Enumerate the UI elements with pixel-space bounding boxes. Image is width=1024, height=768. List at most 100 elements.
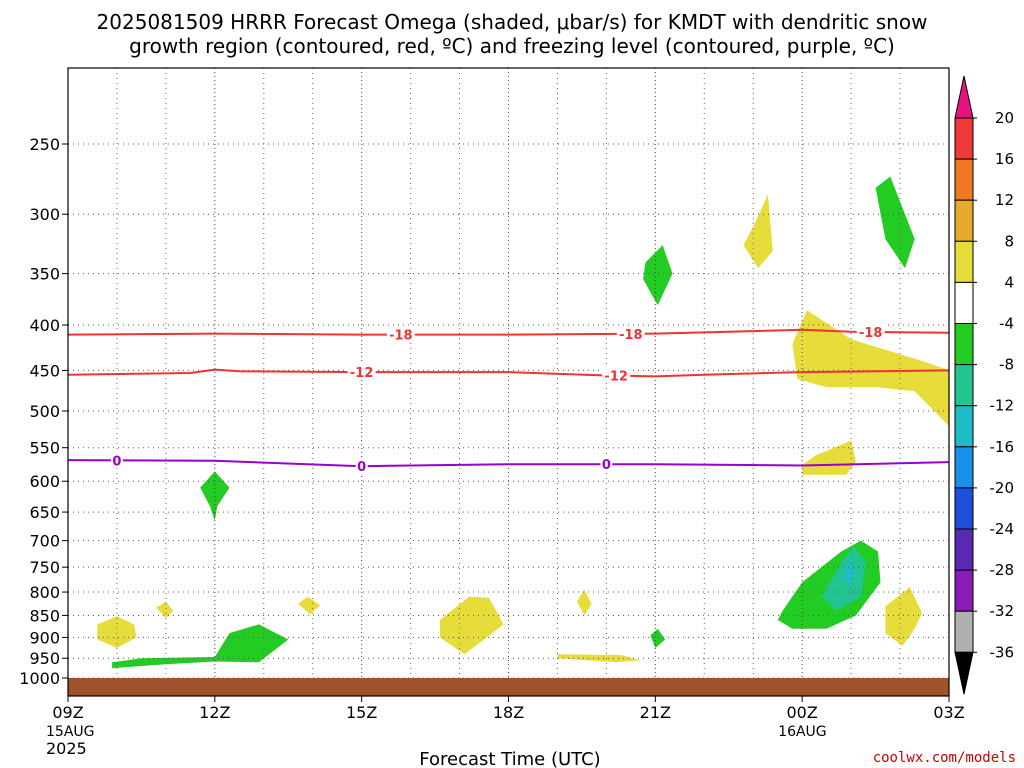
colorbar-segment — [954, 446, 974, 489]
dendritic-contour — [67, 328, 950, 336]
colorbar: 20 16 12 8 4 -4 -8 -12 -16 -20 -24 -28 -32 -36 — [954, 75, 1015, 695]
y-tick-label: 850 — [29, 606, 60, 625]
y-tick-label: 550 — [29, 439, 60, 458]
colorbar-label: 16 — [995, 150, 1014, 168]
colorbar-segment — [954, 323, 974, 366]
colorbar-top-extension — [954, 75, 974, 119]
contour-label: 0 — [357, 460, 366, 475]
y-tick-label: 650 — [29, 503, 60, 522]
colorbar-segment — [954, 199, 974, 242]
colorbar-segment — [954, 610, 974, 653]
y-tick-label: 500 — [29, 402, 60, 421]
y-tick-label: 750 — [29, 558, 60, 577]
omega-region-positive — [743, 194, 773, 269]
omega-region-negative — [112, 624, 289, 669]
colorbar-segment — [954, 117, 974, 160]
x-tick-date: 15AUG — [46, 724, 95, 740]
y-tick-label: 400 — [29, 316, 60, 335]
y-tick-label: 700 — [29, 532, 60, 551]
y-tick-label: 800 — [29, 583, 60, 602]
ground-surface — [68, 678, 949, 696]
colorbar-segment — [954, 364, 974, 407]
colorbar-segment — [954, 240, 974, 283]
omega-region-negative — [650, 628, 666, 648]
colorbar-label: -20 — [990, 479, 1015, 497]
colorbar-segment — [954, 487, 974, 530]
contour-label-bg — [600, 456, 613, 472]
colorbar-label: -28 — [990, 561, 1015, 579]
colorbar-bottom-extension — [954, 651, 974, 695]
contour-label-bg — [347, 364, 376, 380]
colorbar-label: -32 — [990, 602, 1015, 620]
colorbar-segment — [954, 528, 974, 571]
colorbar-label: -36 — [990, 643, 1015, 661]
title-line-1: 2025081509 HRRR Forecast Omega (shaded, … — [97, 10, 928, 34]
omega-region-negative — [643, 245, 673, 306]
x-tick-label: 12Z — [199, 703, 230, 722]
freezing-level-contour — [67, 459, 950, 468]
omega-region-negative — [843, 559, 856, 588]
x-tick-label: 21Z — [640, 703, 671, 722]
y-tick-label: 300 — [29, 205, 60, 224]
omega-region-positive — [802, 440, 856, 475]
contour-label: -12 — [604, 370, 628, 385]
omega-region-positive — [440, 596, 504, 655]
colorbar-label: -4 — [999, 315, 1014, 333]
omega-shading — [97, 176, 949, 669]
contour-label: -12 — [350, 366, 374, 381]
omega-region-negative — [821, 546, 866, 611]
colorbar-segment — [954, 569, 974, 612]
y-tick-label: 250 — [29, 135, 60, 154]
omega-region-positive — [792, 310, 949, 427]
contour-label: -18 — [619, 328, 643, 343]
colorbar-segment — [954, 158, 974, 201]
contour-label: 0 — [112, 454, 121, 469]
colorbar-segment — [954, 281, 974, 324]
omega-region-positive — [577, 589, 592, 616]
colorbar-label: 12 — [995, 191, 1014, 209]
y-axis: 250 300 350 400 450 500 550 600 650 700 750 800 850 9… — [19, 135, 68, 688]
x-tick-label: 18Z — [493, 703, 524, 722]
y-tick-label: 1000 — [19, 669, 60, 688]
omega-region-positive — [885, 587, 923, 646]
x-tick-label: 00Z — [787, 703, 818, 722]
contour-label: -18 — [859, 326, 883, 341]
x-tick-label: 15Z — [346, 703, 377, 722]
x-tick-label: 03Z — [933, 703, 964, 722]
omega-region-positive — [156, 601, 174, 619]
contour-label-bg — [602, 367, 631, 383]
contour-label-bg — [386, 326, 415, 342]
omega-region-positive — [298, 596, 321, 615]
dendritic-contour — [67, 368, 950, 378]
x-tick-year: 2025 — [46, 739, 87, 758]
contour-label-bg — [355, 458, 368, 474]
plot-area: -18 -18 -18 -12 -12 0 0 0 — [67, 67, 950, 697]
y-tick-label: 950 — [29, 649, 60, 668]
contour-label: 0 — [602, 458, 611, 473]
colorbar-label: -24 — [990, 520, 1015, 538]
x-tick-date: 16AUG — [778, 724, 827, 740]
contour-label-bg — [856, 323, 885, 339]
colorbar-label: 4 — [1004, 273, 1014, 291]
colorbar-label: 8 — [1004, 232, 1014, 250]
contour-label-bg — [616, 325, 645, 341]
omega-region-positive — [97, 616, 137, 648]
credit-text: coolwx.com/models — [873, 750, 1016, 766]
colorbar-label: -12 — [990, 397, 1015, 415]
contour-label-bg — [110, 452, 123, 468]
y-tick-label: 350 — [29, 265, 60, 284]
colorbar-label: 20 — [995, 109, 1014, 127]
x-axis-title: Forecast Time (UTC) — [419, 749, 600, 768]
y-tick-label: 450 — [29, 361, 60, 380]
omega-region-negative — [875, 176, 915, 269]
colorbar-label: -16 — [990, 438, 1015, 456]
y-tick-label: 600 — [29, 472, 60, 491]
colorbar-segment — [954, 405, 974, 448]
x-tick-label: 09Z — [52, 703, 83, 722]
title-line-2: growth region (contoured, red, ºC) and f… — [129, 34, 895, 58]
colorbar-label: -8 — [999, 356, 1014, 374]
temperature-contours: -18 -18 -18 -12 -12 0 0 0 — [67, 323, 950, 475]
y-tick-label: 900 — [29, 628, 60, 647]
